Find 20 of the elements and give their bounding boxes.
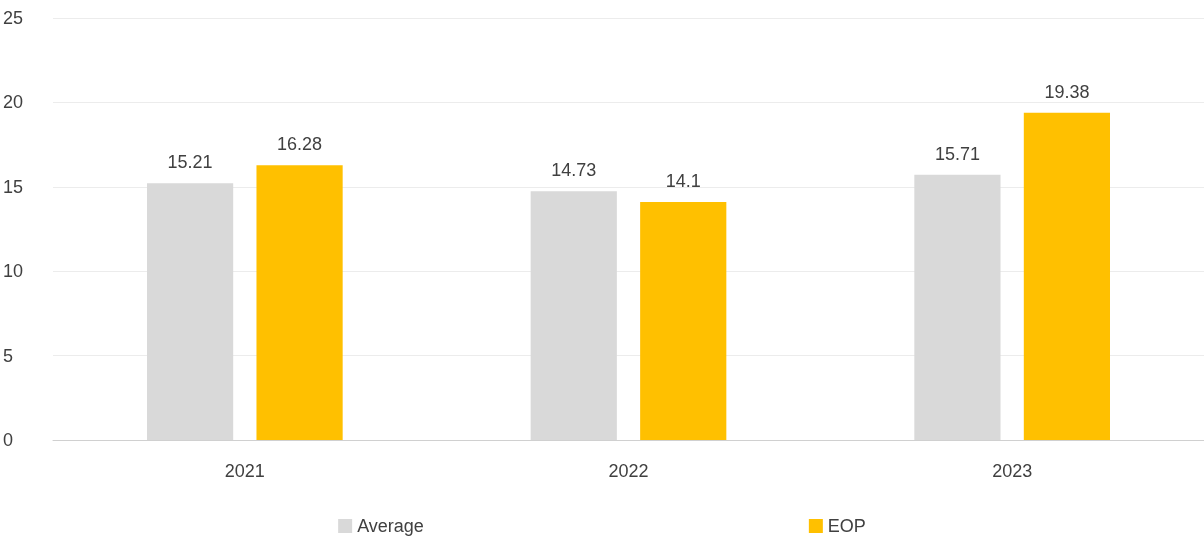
bar <box>256 165 343 440</box>
bar <box>640 201 727 440</box>
x-tick-label: 2022 <box>608 461 649 481</box>
y-tick-label: 5 <box>3 345 14 366</box>
bar <box>1023 112 1110 440</box>
y-tick-label: 0 <box>3 430 14 450</box>
x-tick-label: 2023 <box>992 461 1033 481</box>
data-label: 15.21 <box>167 152 213 173</box>
legend-label: Average <box>357 516 424 536</box>
data-label: 19.38 <box>1044 81 1090 102</box>
y-tick-label: 15 <box>3 176 24 197</box>
x-tick-label: 2021 <box>224 461 265 481</box>
y-tick-label: 20 <box>3 92 24 113</box>
data-label: 15.71 <box>934 143 980 164</box>
data-label: 16.28 <box>277 134 323 155</box>
data-label: 14.1 <box>665 170 701 191</box>
y-tick-label: 25 <box>3 8 24 28</box>
data-label: 14.73 <box>551 160 597 181</box>
legend-label: EOP <box>827 516 866 536</box>
y-tick-label: 10 <box>3 261 24 282</box>
